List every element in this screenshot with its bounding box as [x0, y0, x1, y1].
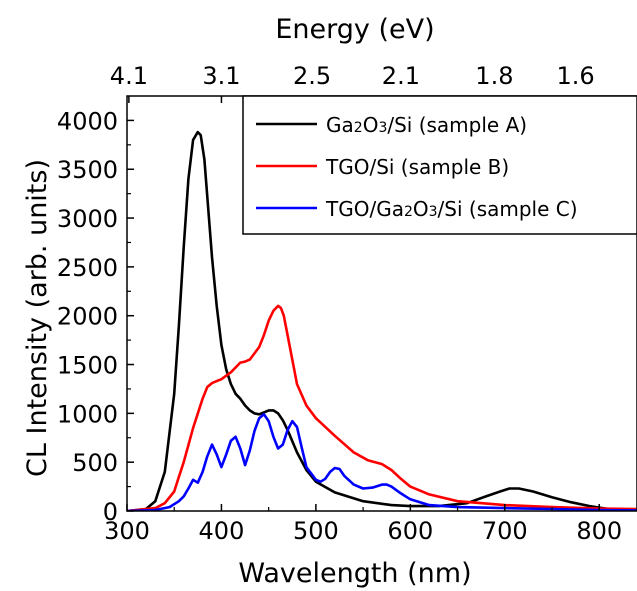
legend-label-3: TGO/Ga2O3/Si (sample C): [325, 197, 578, 221]
top-tick-label: 4.1: [110, 62, 148, 90]
y-tick-label: 2500: [57, 254, 118, 282]
y-tick-label: 1500: [57, 352, 118, 380]
x-tick-label: 700: [482, 517, 528, 545]
series-group: [127, 130, 637, 511]
y-axis-label: CL Intensity (arb. units): [22, 159, 53, 477]
top-tick-label: 2.1: [382, 62, 420, 90]
y-tick-label: 0: [103, 498, 118, 526]
series-line-2: [127, 304, 637, 511]
y-tick-label: 500: [72, 449, 118, 477]
legend: Ga2O3/Si (sample A) TGO/Si (sample B) TGO/…: [242, 95, 637, 235]
legend-label-1: Ga2O3/Si (sample A): [326, 113, 527, 137]
y-tick-label: 3000: [57, 205, 118, 233]
x-tick-label: 400: [199, 517, 245, 545]
x-tick-label: 800: [576, 517, 622, 545]
top-tick-label: 2.5: [293, 62, 331, 90]
top-axis-label: Energy (eV): [275, 14, 434, 45]
y-tick-label: 3500: [57, 156, 118, 184]
x-tick-label: 300: [104, 517, 150, 545]
axes: 300 400 500 600 700 800 0 500 1000 1500 2000 2500 30…: [57, 62, 622, 545]
x-axis-label: Wavelength (nm): [238, 558, 471, 589]
y-tick-label: 1000: [57, 400, 118, 428]
top-tick-label: 3.1: [202, 62, 240, 90]
y-tick-label: 4000: [57, 107, 118, 135]
top-tick-label: 1.6: [557, 62, 595, 90]
x-tick-label: 500: [293, 517, 339, 545]
x-tick-label: 600: [387, 517, 433, 545]
legend-label-2: TGO/Si (sample B): [325, 155, 509, 179]
series-line-3: [127, 412, 637, 511]
y-tick-label: 2000: [57, 303, 118, 331]
top-tick-label: 1.8: [475, 62, 513, 90]
series-line-1: [127, 130, 637, 511]
